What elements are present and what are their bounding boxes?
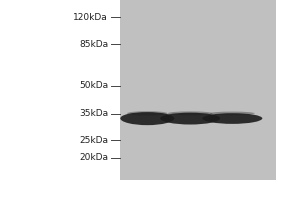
Text: 120kDa: 120kDa xyxy=(73,13,108,22)
Ellipse shape xyxy=(160,113,220,125)
Text: 50kDa: 50kDa xyxy=(79,81,108,90)
Ellipse shape xyxy=(210,112,255,115)
Bar xyxy=(120,0,276,180)
Ellipse shape xyxy=(127,111,168,115)
Ellipse shape xyxy=(202,113,262,124)
Text: 20kDa: 20kDa xyxy=(79,153,108,162)
Ellipse shape xyxy=(168,111,213,115)
Text: 25kDa: 25kDa xyxy=(79,136,108,145)
Ellipse shape xyxy=(120,112,174,125)
Text: 85kDa: 85kDa xyxy=(79,40,108,49)
Text: 35kDa: 35kDa xyxy=(79,109,108,118)
